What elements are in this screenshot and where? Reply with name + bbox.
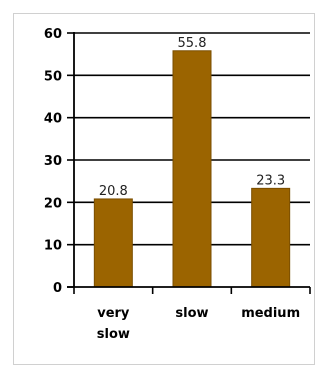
data-label: 23.3	[256, 173, 285, 188]
x-category-label: medium	[241, 306, 300, 321]
y-tick-label: 50	[44, 69, 62, 84]
data-label: 20.8	[99, 184, 128, 199]
x-category-label: very	[97, 306, 130, 321]
bar	[93, 198, 133, 288]
data-label: 55.8	[178, 36, 207, 51]
y-tick-label: 40	[44, 112, 62, 127]
y-tick-label: 0	[53, 281, 62, 296]
y-tick-label: 60	[44, 27, 62, 42]
y-tick-label: 30	[44, 154, 62, 169]
x-category-label: slow	[97, 327, 130, 342]
bar	[251, 187, 291, 288]
bar	[172, 50, 212, 288]
x-category-label: slow	[175, 306, 208, 321]
y-tick-label: 20	[44, 196, 62, 211]
y-tick-label: 10	[44, 239, 62, 254]
